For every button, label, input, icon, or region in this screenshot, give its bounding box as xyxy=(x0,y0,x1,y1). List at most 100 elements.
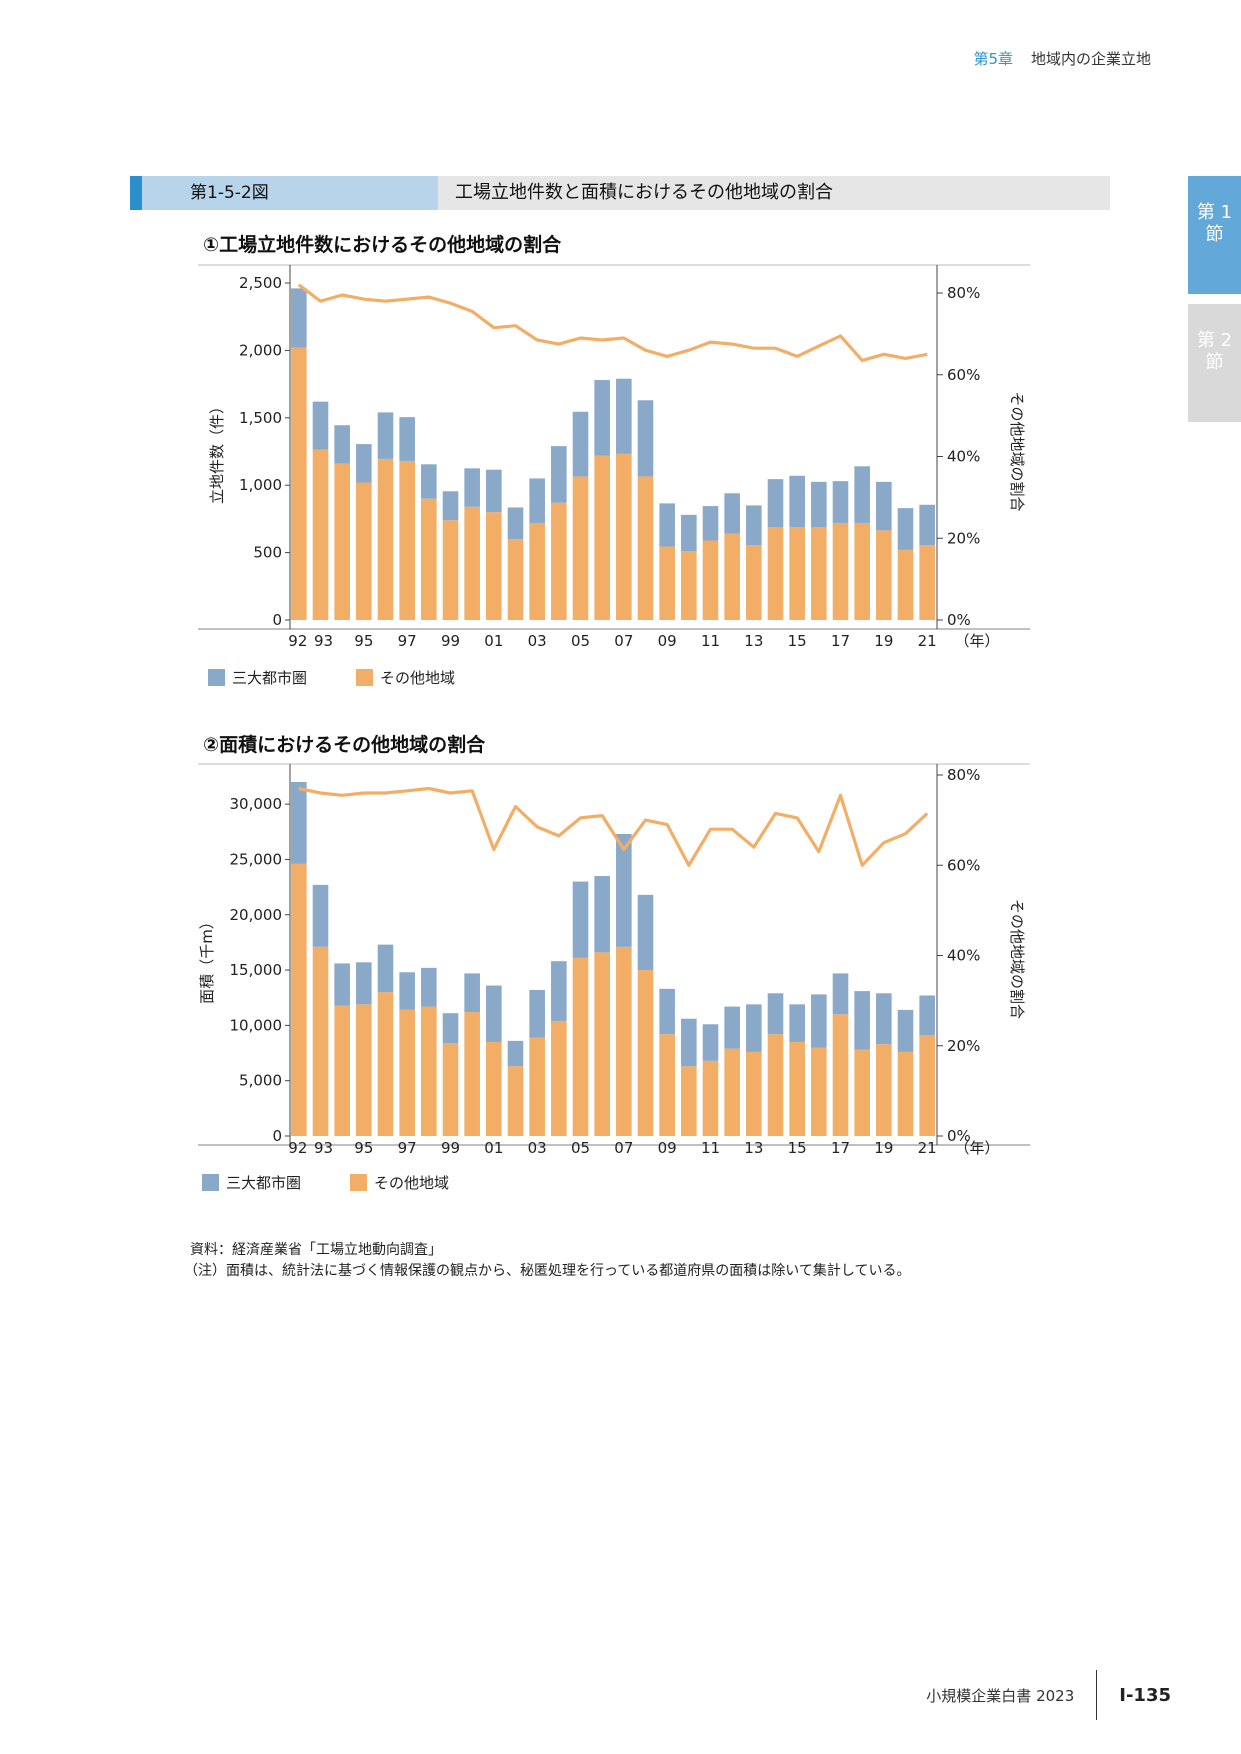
x-tick-label: 17 xyxy=(831,632,850,650)
chart2-title: ②面積におけるその他地域の割合 xyxy=(203,734,486,756)
bar-other-region xyxy=(724,533,740,620)
y2-axis-title: その他地域の割合 xyxy=(1008,899,1026,1019)
bar-other-region xyxy=(551,1020,567,1136)
bar-sandai-toshiken xyxy=(551,446,567,503)
x-tick-label: 17 xyxy=(831,1139,850,1157)
y2-axis-title: その他地域の割合 xyxy=(1008,391,1026,511)
bar-other-region xyxy=(594,952,610,1136)
bar-other-region xyxy=(702,1060,719,1136)
bar-sandai-toshiken xyxy=(724,493,740,534)
bar-other-region xyxy=(334,463,350,620)
y-tick-label: 25,000 xyxy=(230,850,283,868)
x-tick-label: 15 xyxy=(788,1139,807,1157)
bar-other-region xyxy=(681,551,697,620)
figure-label: 第1-5-2図 xyxy=(142,176,438,210)
bar-sandai-toshiken xyxy=(832,973,849,1015)
legend-swatch xyxy=(208,669,225,686)
bar-sandai-toshiken xyxy=(897,508,914,550)
x-tick-label: 15 xyxy=(788,632,807,650)
section-tab-1[interactable]: 第 1 節 xyxy=(1188,176,1241,294)
y-tick-label: 2,500 xyxy=(239,274,282,292)
bar-other-region xyxy=(616,453,632,620)
bar-other-region xyxy=(442,1043,459,1136)
bar-other-region xyxy=(724,1048,740,1136)
bar-other-region xyxy=(897,549,914,620)
x-tick-label: 09 xyxy=(658,1139,677,1157)
bar-sandai-toshiken xyxy=(919,504,935,546)
bar-sandai-toshiken xyxy=(854,991,870,1050)
bar-other-region xyxy=(312,449,329,620)
y-tick-label: 10,000 xyxy=(230,1016,283,1034)
bar-other-region xyxy=(767,526,784,620)
bar-other-region xyxy=(486,512,502,620)
bar-other-region xyxy=(399,1009,415,1136)
bar-other-region xyxy=(356,1004,372,1136)
bar-sandai-toshiken xyxy=(876,481,892,531)
bar-other-region xyxy=(507,1066,524,1136)
x-tick-label: 92 xyxy=(288,1139,307,1157)
legend-swatch xyxy=(356,669,373,686)
section-tab-2[interactable]: 第 2 節 xyxy=(1188,304,1241,422)
y-tick-label: 20,000 xyxy=(230,906,283,924)
bar-other-region xyxy=(572,476,589,620)
bar-other-region xyxy=(919,545,935,620)
bar-sandai-toshiken xyxy=(442,1013,459,1044)
page-footer: 小規模企業白書 2023 Ⅰ-135 xyxy=(926,1670,1171,1720)
x-tick-label: 05 xyxy=(571,1139,590,1157)
bar-sandai-toshiken xyxy=(421,967,437,1007)
bar-other-region xyxy=(876,530,892,620)
bar-sandai-toshiken xyxy=(767,993,784,1035)
bar-sandai-toshiken xyxy=(767,479,784,527)
ratio-line xyxy=(298,786,929,867)
bar-sandai-toshiken xyxy=(811,994,827,1048)
bar-sandai-toshiken xyxy=(291,782,307,864)
x-tick-label: 97 xyxy=(398,1139,417,1157)
bar-other-region xyxy=(291,863,307,1136)
y2-tick-label: 40% xyxy=(947,448,980,466)
bar-sandai-toshiken xyxy=(594,380,610,456)
bar-sandai-toshiken xyxy=(399,417,415,461)
bar-sandai-toshiken xyxy=(659,988,675,1035)
bar-other-region xyxy=(529,1037,545,1136)
bar-other-region xyxy=(464,506,480,620)
y2-tick-label: 80% xyxy=(947,766,980,784)
bar-sandai-toshiken xyxy=(572,411,589,477)
x-tick-label: 03 xyxy=(528,1139,547,1157)
bar-sandai-toshiken xyxy=(529,478,545,523)
bar-sandai-toshiken xyxy=(334,963,350,1006)
x-tick-label: 21 xyxy=(918,632,937,650)
bar-sandai-toshiken xyxy=(789,1004,805,1042)
bar-other-region xyxy=(421,1006,437,1136)
bar-sandai-toshiken xyxy=(746,505,762,546)
bar-sandai-toshiken xyxy=(507,507,524,540)
x-tick-label: 05 xyxy=(571,632,590,650)
legend-label: 三大都市圏 xyxy=(226,1174,301,1192)
bar-other-region xyxy=(421,498,437,620)
bar-sandai-toshiken xyxy=(356,962,372,1005)
bar-other-region xyxy=(919,1035,935,1136)
x-tick-label: 01 xyxy=(484,632,503,650)
bar-sandai-toshiken xyxy=(442,491,459,521)
bar-other-region xyxy=(486,1041,502,1136)
bar-sandai-toshiken xyxy=(702,1024,719,1061)
y2-tick-label: 40% xyxy=(947,947,980,965)
bar-sandai-toshiken xyxy=(486,985,502,1042)
bar-sandai-toshiken xyxy=(876,993,892,1045)
bar-sandai-toshiken xyxy=(789,475,805,527)
bar-other-region xyxy=(746,1051,762,1136)
bar-sandai-toshiken xyxy=(529,989,545,1038)
x-tick-label: 95 xyxy=(354,1139,373,1157)
x-axis-unit: （年） xyxy=(954,1139,999,1157)
bar-sandai-toshiken xyxy=(312,401,329,450)
legend-label: 三大都市圏 xyxy=(232,669,307,687)
bar-sandai-toshiken xyxy=(616,833,632,947)
legend-label: その他地域 xyxy=(374,1174,449,1192)
bar-other-region xyxy=(832,1014,849,1136)
x-tick-label: 19 xyxy=(874,1139,893,1157)
source-note: 資料：経済産業省「工場立地動向調査」 （注）面積は、統計法に基づく情報保護の観点… xyxy=(184,1240,910,1282)
chapter-header: 第5章 地域内の企業立地 xyxy=(973,48,1151,69)
bar-other-region xyxy=(551,502,567,620)
bar-sandai-toshiken xyxy=(616,378,632,454)
bar-sandai-toshiken xyxy=(421,464,437,499)
y2-tick-label: 60% xyxy=(947,366,980,384)
